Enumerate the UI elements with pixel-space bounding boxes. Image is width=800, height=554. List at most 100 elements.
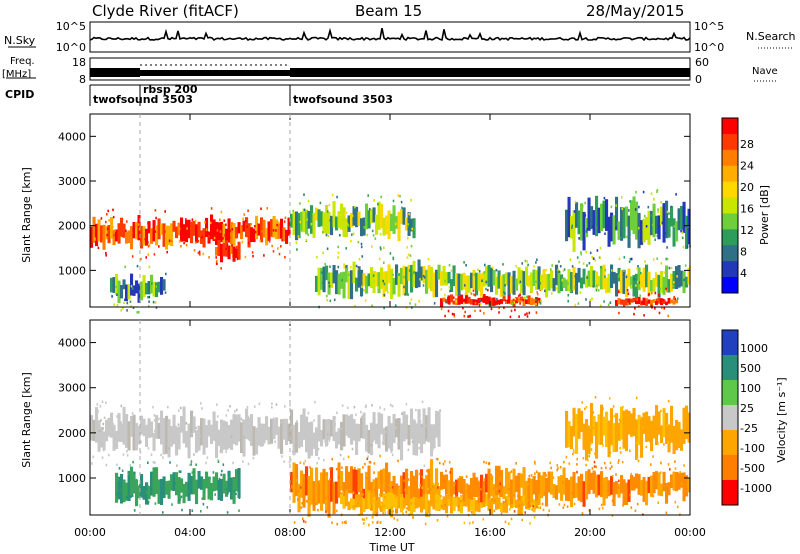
heatmap-cell [225, 228, 229, 242]
heatmap-cell [527, 477, 531, 508]
heatmap-speck [299, 220, 302, 224]
heatmap-speck [611, 269, 613, 272]
heatmap-cell [565, 410, 569, 448]
heatmap-cell [542, 471, 546, 497]
power-colorbar-swatch [722, 277, 738, 294]
heatmap-speck [154, 461, 156, 464]
heatmap-cell [575, 272, 579, 295]
heatmap-cell [277, 426, 281, 449]
heatmap-speck [660, 201, 662, 204]
heatmap-speck [242, 419, 245, 423]
heatmap-cell [617, 422, 621, 441]
heatmap-cell [592, 270, 596, 288]
heatmap-speck [147, 484, 149, 488]
heatmap-cell [140, 226, 144, 249]
heatmap-speck [324, 440, 326, 443]
heatmap-speck [152, 405, 154, 409]
heatmap-speck [379, 484, 381, 488]
heatmap-speck [105, 220, 107, 224]
heatmap-cell [495, 465, 499, 496]
heatmap-cell [652, 278, 656, 292]
heatmap-cell [220, 419, 224, 454]
heatmap-cell [382, 217, 386, 236]
heatmap-speck [558, 260, 560, 263]
heatmap-speck [592, 411, 595, 414]
heatmap-cell [482, 271, 486, 287]
heatmap-speck [131, 494, 134, 497]
heatmap-cell [140, 474, 144, 498]
heatmap-speck [603, 196, 606, 200]
heatmap-cell [417, 409, 421, 444]
heatmap-speck [534, 472, 536, 475]
heatmap-cell [220, 221, 224, 243]
heatmap-cell [615, 299, 619, 306]
heatmap-speck [233, 490, 235, 493]
heatmap-cell [100, 225, 104, 243]
heatmap-cell [125, 482, 129, 501]
heatmap-speck [609, 301, 612, 304]
heatmap-speck [366, 457, 369, 461]
freq-segment-0 [90, 68, 140, 77]
heatmap-speck [154, 301, 157, 304]
heatmap-speck [383, 261, 385, 264]
heatmap-cell [607, 273, 611, 293]
heatmap-speck [293, 521, 296, 524]
power-tick-6: 4 [740, 267, 747, 280]
heatmap-cell [132, 285, 136, 296]
heatmap-cell [257, 223, 261, 236]
heatmap-cell [127, 470, 131, 501]
heatmap-cell [280, 419, 284, 454]
heatmap-speck [455, 300, 457, 303]
heatmap-cell [377, 496, 381, 508]
heatmap-cell [522, 271, 526, 296]
heatmap-speck [563, 460, 565, 464]
heatmap-speck [339, 453, 342, 457]
heatmap-speck [384, 488, 387, 491]
heatmap-speck [432, 485, 435, 488]
heatmap-speck [627, 302, 629, 306]
heatmap-speck [577, 302, 580, 305]
heatmap-cell [530, 297, 534, 305]
heatmap-speck [510, 517, 513, 521]
heatmap-speck [640, 274, 643, 277]
heatmap-speck [463, 302, 465, 305]
heatmap-speck [379, 232, 382, 236]
heatmap-speck [633, 277, 636, 281]
heatmap-speck [204, 221, 206, 224]
heatmap-speck [116, 303, 119, 307]
heatmap-cell [440, 499, 444, 510]
heatmap-cell [617, 483, 621, 498]
heatmap-cell [380, 413, 384, 435]
heatmap-speck [193, 249, 196, 252]
heatmap-cell [500, 275, 504, 297]
heatmap-cell [450, 495, 454, 514]
heatmap-speck [162, 456, 164, 459]
heatmap-speck [362, 466, 364, 469]
heatmap-speck [199, 434, 201, 438]
heatmap-speck [378, 257, 381, 261]
heatmap-speck [479, 299, 481, 302]
x-tick-label-5: 20:00 [574, 526, 606, 539]
heatmap-cell [580, 277, 584, 289]
heatmap-cell [667, 297, 671, 304]
heatmap-speck [367, 194, 369, 197]
heatmap-speck [499, 503, 501, 506]
heatmap-cell [185, 431, 189, 448]
heatmap-cell [397, 418, 401, 450]
heatmap-cell [330, 420, 334, 437]
heatmap-speck [663, 409, 665, 413]
heatmap-cell [135, 422, 139, 451]
heatmap-speck [407, 224, 409, 228]
heatmap-speck [405, 510, 408, 514]
heatmap-speck [411, 227, 413, 231]
freq-segment-2 [290, 68, 690, 77]
heatmap-speck [300, 506, 303, 509]
heatmap-speck [540, 299, 542, 303]
heatmap-speck [331, 521, 333, 524]
heatmap-speck [674, 467, 677, 470]
heatmap-speck [353, 405, 356, 409]
heatmap-cell [617, 221, 621, 240]
heatmap-cell [610, 264, 614, 288]
heatmap-cell [95, 407, 99, 443]
heatmap-speck [562, 269, 565, 273]
